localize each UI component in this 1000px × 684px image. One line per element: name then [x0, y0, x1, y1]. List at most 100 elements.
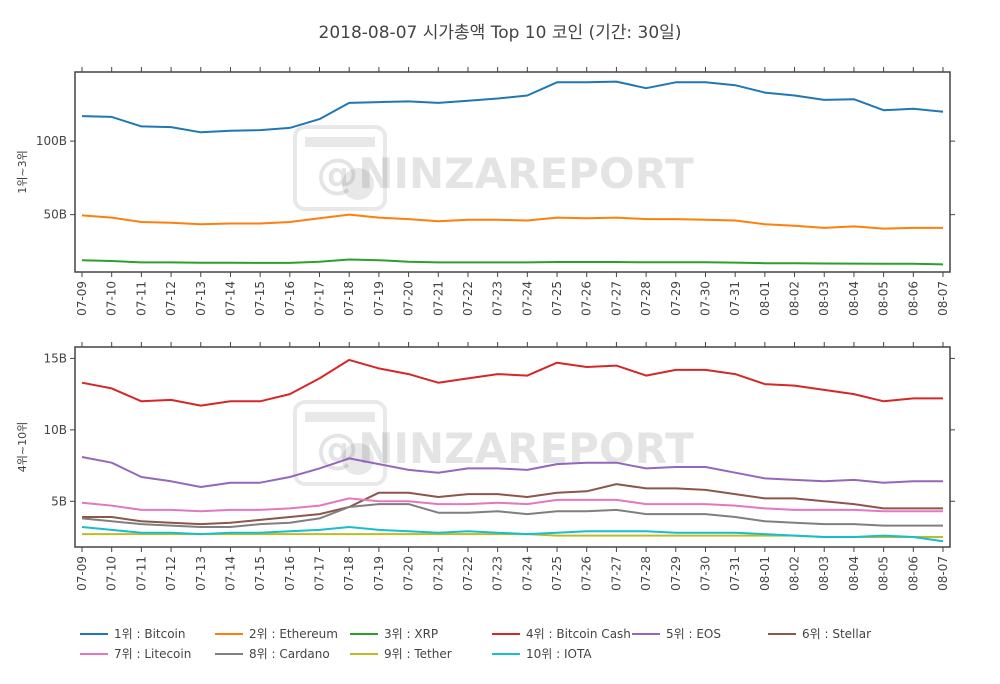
x-tick-label: 07-24: [520, 281, 534, 316]
legend-item: 1위 : Bitcoin: [114, 627, 186, 641]
series-line-4: [81, 358, 943, 407]
x-tick-label: 07-09: [75, 556, 89, 591]
series-line-3: [81, 258, 944, 266]
x-tick-label: 07-14: [223, 281, 237, 316]
y-tick-label: 50B: [43, 208, 67, 222]
y-tick-label: 10B: [43, 423, 67, 437]
x-tick-label: 08-06: [906, 556, 920, 591]
x-tick-label: 07-28: [639, 281, 653, 316]
y-tick-label: 15B: [43, 351, 67, 365]
x-tick-label: 07-15: [253, 556, 267, 591]
x-tick-label: 07-15: [253, 281, 267, 316]
y-axis-label: 4위~10위: [16, 422, 29, 472]
x-tick-label: 07-21: [431, 556, 445, 591]
x-tick-label: 07-22: [461, 281, 475, 316]
x-tick-label: 08-02: [788, 556, 802, 591]
panel-2: @NINZAREPORT 5B 10B 15B 4위~10위 07-09 07-10 07-1…: [16, 342, 955, 591]
x-tick-label: 07-12: [164, 281, 178, 316]
x-tick-label: 07-16: [283, 281, 297, 316]
x-tick-label: 07-31: [728, 281, 742, 316]
legend-item: 5위 : EOS: [666, 627, 721, 641]
series-line-5: [81, 456, 943, 488]
x-tick-label: 08-01: [758, 556, 772, 591]
x-tick-label: 08-01: [758, 281, 772, 316]
legend-item: 6위 : Stellar: [802, 627, 871, 641]
x-tick-label: 07-12: [164, 556, 178, 591]
x-tick-label: 07-26: [580, 281, 594, 316]
x-tick-label: 07-23: [491, 556, 505, 591]
series-line-7: [81, 497, 943, 513]
series-line-8: [81, 503, 943, 528]
x-tick-label: 08-06: [906, 281, 920, 316]
x-tick-label: 07-26: [580, 556, 594, 591]
x-tick-label: 07-27: [609, 556, 623, 591]
x-tick-label: 08-05: [877, 281, 891, 316]
x-tick-label: 07-19: [372, 281, 386, 316]
x-tick-label: 07-25: [550, 281, 564, 316]
series-line-1: [81, 80, 944, 134]
watermark-frame: [293, 400, 387, 486]
x-tick-label: 07-29: [669, 556, 683, 591]
watermark-text: @NINZAREPORT: [316, 424, 694, 473]
y-tick-label: 5B: [51, 494, 67, 508]
watermark-bar: [305, 412, 375, 422]
series-line-10: [81, 526, 944, 543]
legend-item: 4위 : Bitcoin Cash: [526, 627, 631, 641]
y-axis-label: 1위~3위: [16, 150, 29, 193]
x-tick-label: 07-16: [283, 556, 297, 591]
x-tick-label: 07-31: [728, 556, 742, 591]
series-line-6: [82, 483, 943, 526]
watermark-frame: [293, 125, 387, 211]
watermark-logo-icon: [293, 400, 387, 486]
x-tick-label: 07-18: [342, 281, 356, 316]
x-tick-label: 07-28: [639, 556, 653, 591]
x-tick-label: 07-18: [342, 556, 356, 591]
panel-1: @NINZAREPORT 50B 100B 1위~3위 07-09 07-10 07-11 0…: [16, 67, 955, 316]
watermark-circle: [342, 443, 374, 475]
x-tick-label: 07-17: [313, 281, 327, 316]
x-tick-label: 07-27: [609, 281, 623, 316]
x-tick-label: 07-22: [461, 556, 475, 591]
x-tick-label: 07-29: [669, 281, 683, 316]
legend-item: 7위 : Litecoin: [114, 647, 191, 661]
legend: 1위 : Bitcoin 2위 : Ethereum 3위 : XRP 4위 : Bi…: [80, 627, 871, 661]
x-tick-label: 07-14: [223, 556, 237, 591]
x-tick-label: 07-11: [134, 281, 148, 316]
x-tick-label: 08-04: [847, 281, 861, 316]
y-tick-label: 100B: [36, 134, 67, 148]
x-tick-label: 08-03: [817, 556, 831, 591]
x-tick-label: 08-04: [847, 556, 861, 591]
series-line-2: [81, 213, 943, 230]
x-tick-label: 07-13: [194, 281, 208, 316]
x-tick-label: 08-05: [877, 556, 891, 591]
plot-frame: [74, 346, 951, 548]
legend-item: 9위 : Tether: [384, 647, 452, 661]
watermark-text: @NINZAREPORT: [316, 149, 694, 198]
chart-title: 2018-08-07 시가총액 Top 10 코인 (기간: 30일): [319, 23, 682, 43]
x-tick-label: 07-10: [105, 281, 119, 316]
x-tick-label: 07-10: [105, 556, 119, 591]
watermark-circle: [342, 168, 374, 200]
plot-frame: [74, 71, 951, 273]
x-tick-label: 08-03: [817, 281, 831, 316]
x-tick-label: 07-19: [372, 556, 386, 591]
x-tick-label: 07-20: [402, 281, 416, 316]
legend-item: 3위 : XRP: [384, 627, 438, 641]
x-tick-label: 08-02: [788, 281, 802, 316]
x-tick-label: 07-30: [698, 556, 712, 591]
x-tick-label: 07-25: [550, 556, 564, 591]
x-tick-label: 08-07: [936, 556, 950, 591]
x-tick-label: 07-17: [313, 556, 327, 591]
x-tick-label: 07-21: [431, 281, 445, 316]
x-tick-label: 07-23: [491, 281, 505, 316]
x-tick-label: 07-13: [194, 556, 208, 591]
watermark-bar: [305, 137, 375, 147]
legend-item: 10위 : IOTA: [526, 647, 592, 661]
x-tick-label: 07-11: [134, 556, 148, 591]
x-tick-label: 07-20: [402, 556, 416, 591]
x-tick-label: 08-07: [936, 281, 950, 316]
x-tick-label: 07-09: [75, 281, 89, 316]
watermark-logo-icon: [293, 125, 387, 211]
